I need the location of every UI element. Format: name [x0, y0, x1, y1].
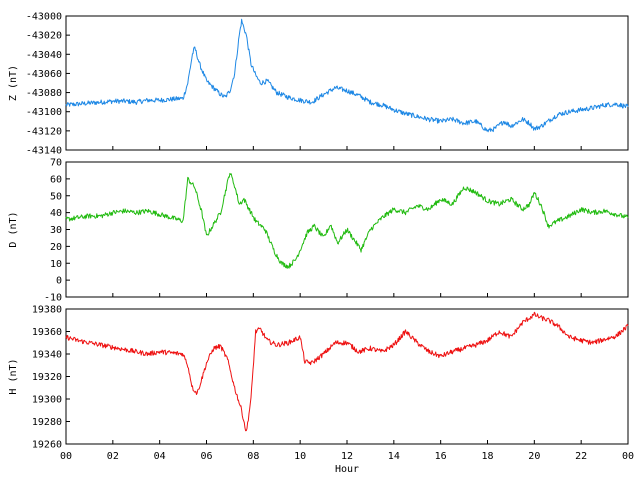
y-tick-label-h: 19300 — [32, 395, 62, 406]
x-tick-label: 08 — [247, 451, 259, 462]
series-line-h — [65, 311, 629, 432]
x-tick-label: 14 — [388, 451, 400, 462]
y-tick-label-z: -43000 — [26, 12, 62, 23]
x-tick-label: 16 — [435, 451, 447, 462]
y-tick-label-z: -43140 — [26, 146, 62, 157]
x-tick-label: 00 — [60, 451, 72, 462]
y-axis-label-d: D (nT) — [8, 211, 19, 247]
y-tick-label-d: 10 — [50, 259, 62, 270]
y-tick-label-h: 19320 — [32, 372, 62, 383]
x-tick-label: 10 — [294, 451, 306, 462]
series-line-z — [65, 18, 629, 133]
y-tick-label-z: -43080 — [26, 88, 62, 99]
x-tick-label: 12 — [341, 451, 353, 462]
panel-frame-z — [65, 15, 629, 151]
y-tick-label-h: 19280 — [32, 417, 62, 428]
series-line-d — [65, 172, 629, 269]
y-tick-label-d: 20 — [50, 242, 62, 253]
y-tick-label-h: 19360 — [32, 327, 62, 338]
y-tick-label-d: 60 — [50, 174, 62, 185]
x-tick-label: 18 — [481, 451, 493, 462]
x-tick-label: 00 — [622, 451, 634, 462]
y-tick-label-z: -43120 — [26, 126, 62, 137]
y-tick-label-d: 50 — [50, 191, 62, 202]
x-axis-label: Hour — [335, 464, 359, 475]
y-tick-label-z: -43040 — [26, 50, 62, 61]
x-tick-label: 06 — [200, 451, 212, 462]
y-tick-label-z: -43020 — [26, 31, 62, 42]
y-tick-label-z: -43060 — [26, 69, 62, 80]
y-tick-label-d: 40 — [50, 208, 62, 219]
y-tick-label-z: -43100 — [26, 107, 62, 118]
y-tick-label-d: -10 — [44, 293, 62, 304]
x-tick-label: 20 — [528, 451, 540, 462]
panel-frame-h — [65, 308, 629, 445]
y-axis-label-h: H (nT) — [8, 358, 19, 394]
panel-z: -43000 -43020 -43040 -43060 -43080 -43100 -431… — [8, 12, 629, 157]
y-tick-label-h: 19340 — [32, 350, 62, 361]
y-tick-label-h: 19380 — [32, 305, 62, 316]
panel-h: 19380 19360 19340 19320 19300 19280 19260 H (nT… — [8, 305, 629, 451]
y-axis-label-z: Z (nT) — [8, 65, 19, 101]
panel-d: 70 60 50 40 30 20 10 0 -10 D (nT) — [8, 158, 629, 304]
x-tick-label: 22 — [575, 451, 587, 462]
y-tick-label-d: 30 — [50, 225, 62, 236]
x-tick-label: 02 — [107, 451, 119, 462]
y-tick-label-h: 19260 — [32, 440, 62, 451]
y-tick-label-d: 70 — [50, 158, 62, 169]
x-tick-label: 04 — [154, 451, 166, 462]
y-tick-label-d: 0 — [56, 276, 62, 287]
